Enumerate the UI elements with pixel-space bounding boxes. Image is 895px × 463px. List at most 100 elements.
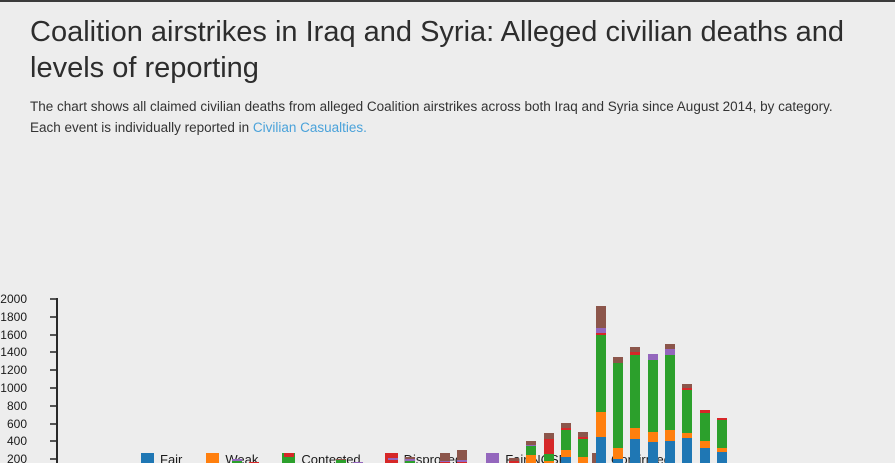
bar-segment-fair-apr[interactable] bbox=[613, 459, 623, 463]
stacked-bar-chart: 0200400600800100012001400160018002000201… bbox=[0, 144, 895, 463]
bar-segment-disproved-oct[interactable] bbox=[509, 461, 519, 463]
bar-segment-confirmed-apr[interactable] bbox=[613, 357, 623, 363]
bar-segment-contested-aug[interactable] bbox=[682, 390, 692, 433]
bar-segment-confirmed-jan[interactable] bbox=[561, 423, 571, 428]
bar-segment-fair-jan[interactable] bbox=[561, 457, 571, 463]
bar-segment-confirmed-feb[interactable] bbox=[578, 432, 588, 437]
bar-segment-fair-ncsr-mar[interactable] bbox=[596, 328, 606, 333]
bar-segment-contested-apr[interactable] bbox=[405, 461, 415, 463]
bar-segment-disproved-jan[interactable] bbox=[561, 428, 571, 430]
bar-segment-confirmed-aug[interactable] bbox=[682, 384, 692, 388]
y-axis-tick bbox=[50, 387, 56, 389]
legend-label: Confirmed bbox=[611, 452, 671, 463]
window-top-border bbox=[0, 0, 895, 2]
y-axis-label: 200 bbox=[6, 452, 27, 463]
bar-segment-fair-may[interactable] bbox=[630, 439, 640, 463]
y-axis-tick bbox=[50, 351, 56, 353]
legend-swatch-icon bbox=[141, 453, 154, 463]
civilian-casualties-link[interactable]: Civilian Casualties. bbox=[252, 120, 367, 135]
chart-description: The chart shows all claimed civilian dea… bbox=[30, 96, 865, 138]
bar-segment-fair-ncsr-mar[interactable] bbox=[388, 458, 398, 460]
bar-segment-contested-sept[interactable] bbox=[700, 413, 710, 441]
legend-label: Weak bbox=[225, 452, 259, 463]
bar-segment-contested-sept[interactable] bbox=[284, 457, 294, 463]
bar-segment-fair-ncsr-june[interactable] bbox=[440, 461, 450, 462]
bar-segment-weak-sept[interactable] bbox=[700, 441, 710, 448]
bar-segment-weak-dec[interactable] bbox=[544, 461, 554, 463]
y-axis-line bbox=[56, 298, 58, 463]
y-axis-label: 1800 bbox=[0, 310, 27, 324]
y-axis-tick bbox=[50, 423, 56, 425]
bar-segment-contested-nov[interactable] bbox=[526, 446, 536, 455]
y-axis-label: 400 bbox=[6, 434, 27, 448]
bar-segment-weak-may[interactable] bbox=[630, 428, 640, 439]
bar-segment-contested-dec[interactable] bbox=[544, 454, 554, 461]
bar-segment-disproved-aug[interactable] bbox=[682, 388, 692, 390]
bar-segment-contested-june[interactable] bbox=[232, 461, 242, 463]
bar-segment-confirmed-june[interactable] bbox=[440, 453, 450, 461]
bar-segment-weak-mar[interactable] bbox=[596, 412, 606, 437]
bar-segment-disproved-mar[interactable] bbox=[596, 333, 606, 335]
bar-segment-fair-ncsr-nov[interactable] bbox=[526, 445, 536, 446]
bar-segment-contested-apr[interactable] bbox=[613, 363, 623, 448]
bar-segment-fair-ncsr-apr[interactable] bbox=[405, 459, 415, 461]
bar-segment-fair-july[interactable] bbox=[665, 441, 675, 463]
bar-segment-contested-oct[interactable] bbox=[717, 420, 727, 448]
bar-segment-confirmed-mar[interactable] bbox=[596, 306, 606, 328]
bar-segment-disproved-may[interactable] bbox=[630, 352, 640, 355]
legend-label: Contested bbox=[301, 452, 361, 463]
bar-segment-weak-nov[interactable] bbox=[526, 455, 536, 463]
bar-segment-confirmed-dec[interactable] bbox=[544, 433, 554, 439]
description-line2: Each event is individually reported in bbox=[30, 120, 253, 135]
y-axis-label: 1400 bbox=[0, 345, 27, 359]
bar-segment-fair-mar[interactable] bbox=[596, 437, 606, 463]
bar-segment-disproved-sept[interactable] bbox=[284, 453, 294, 457]
y-axis-tick bbox=[50, 369, 56, 371]
bar-segment-confirmed-july[interactable] bbox=[665, 344, 675, 349]
bar-segment-weak-june[interactable] bbox=[648, 432, 658, 442]
bar-segment-fair-aug[interactable] bbox=[682, 438, 692, 463]
bar-segment-contested-feb[interactable] bbox=[578, 439, 588, 457]
bar-segment-fair-oct[interactable] bbox=[717, 452, 727, 463]
bar-segment-weak-oct[interactable] bbox=[717, 448, 727, 452]
bar-segment-contested-may[interactable] bbox=[630, 355, 640, 428]
bar-segment-contested-dec[interactable] bbox=[336, 460, 346, 463]
description-line1: The chart shows all claimed civilian dea… bbox=[30, 99, 833, 114]
bar-segment-fair-ncsr-july[interactable] bbox=[457, 460, 467, 462]
bar-segment-weak-aug[interactable] bbox=[682, 433, 692, 438]
legend-swatch-icon bbox=[486, 453, 500, 463]
bar-segment-fair-ncsr-july[interactable] bbox=[665, 349, 675, 355]
y-axis-label: 1600 bbox=[0, 328, 27, 342]
bar-segment-weak-july[interactable] bbox=[665, 430, 675, 441]
y-axis-tick bbox=[50, 440, 56, 442]
bar-segment-confirmed-july[interactable] bbox=[457, 450, 467, 460]
y-axis-tick bbox=[50, 458, 56, 460]
bar-segment-fair-june[interactable] bbox=[648, 442, 658, 463]
bar-segment-confirmed-apr[interactable] bbox=[405, 457, 415, 459]
header: Coalition airstrikes in Iraq and Syria: … bbox=[0, 2, 895, 138]
bar-segment-confirmed-nov[interactable] bbox=[526, 441, 536, 445]
bar-segment-contested-jan[interactable] bbox=[561, 430, 571, 450]
bar-segment-contested-july[interactable] bbox=[665, 355, 675, 430]
legend-label: Disproved bbox=[403, 452, 463, 463]
bar-segment-fair-ncsr-june[interactable] bbox=[648, 354, 658, 360]
bar-segment-fair-sept[interactable] bbox=[700, 448, 710, 463]
bar-segment-weak-jan[interactable] bbox=[561, 450, 571, 457]
bar-segment-disproved-dec[interactable] bbox=[544, 439, 554, 454]
bar-segment-contested-mar[interactable] bbox=[596, 335, 606, 412]
bar-segment-disproved-sept[interactable] bbox=[700, 410, 710, 413]
y-axis-tick bbox=[50, 405, 56, 407]
legend-label: Fair bbox=[160, 452, 183, 463]
bar-segment-confirmed-oct[interactable] bbox=[509, 458, 519, 461]
bar-segment-disproved-feb[interactable] bbox=[578, 437, 588, 439]
bar-segment-fair-ncsr-june[interactable] bbox=[232, 459, 242, 461]
bar-segment-weak-feb[interactable] bbox=[578, 457, 588, 463]
bar-segment-weak-apr[interactable] bbox=[613, 448, 623, 459]
y-axis-label: 600 bbox=[6, 417, 27, 431]
legend-item-fair: Fair bbox=[141, 452, 182, 463]
bar-segment-contested-june[interactable] bbox=[648, 360, 658, 432]
bar-segment-disproved-oct[interactable] bbox=[717, 418, 727, 420]
bar-segment-confirmed-dec[interactable] bbox=[336, 459, 346, 460]
bar-segment-disproved-mar[interactable] bbox=[388, 460, 398, 463]
bar-segment-confirmed-may[interactable] bbox=[630, 347, 640, 352]
